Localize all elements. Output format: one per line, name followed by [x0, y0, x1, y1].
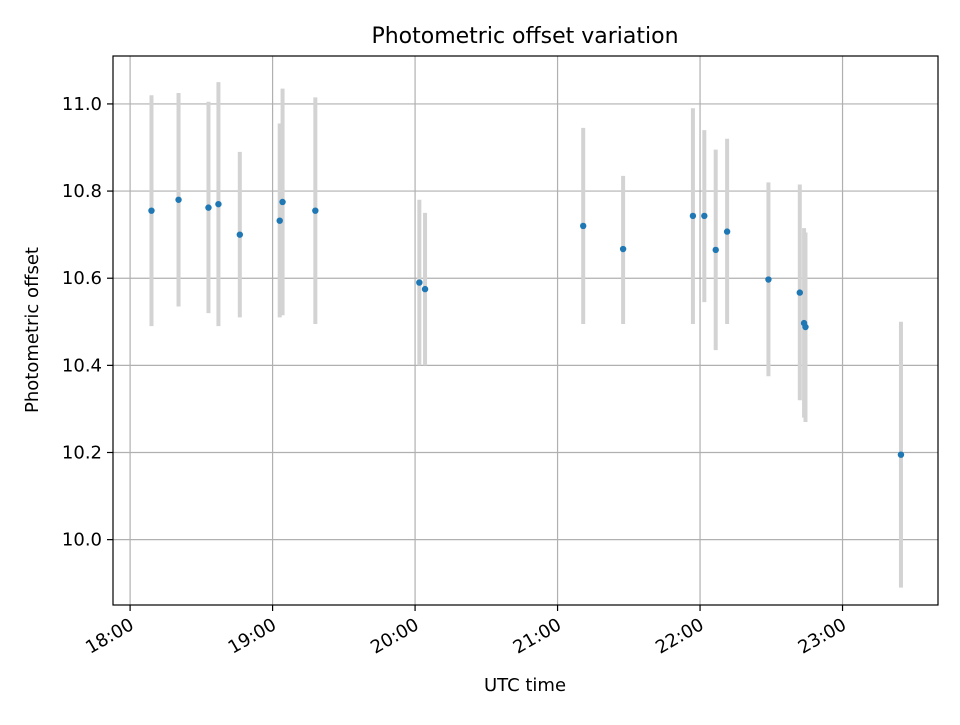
y-tick-label: 10.6 — [62, 268, 102, 289]
data-point — [689, 212, 697, 220]
data-point — [897, 451, 905, 458]
data-point — [175, 196, 182, 203]
y-axis: 10.0 10.2 10.4 10.6 10.8 11.0 — [62, 94, 113, 551]
x-axis-label: UTC time — [484, 675, 566, 696]
data-point — [421, 285, 429, 293]
data-point — [148, 207, 155, 214]
data-point — [215, 200, 222, 208]
data-point — [312, 207, 319, 214]
data-point — [276, 217, 283, 224]
data-point — [279, 198, 286, 206]
data-points — [148, 196, 905, 458]
data-point — [796, 289, 803, 296]
data-point — [619, 245, 627, 253]
data-point — [701, 212, 708, 220]
chart-title: Photometric offset variation — [371, 24, 678, 49]
y-tick-label: 10.2 — [62, 443, 102, 464]
data-point — [580, 222, 587, 230]
data-point — [802, 323, 809, 331]
y-tick-label: 11.0 — [62, 94, 102, 115]
y-tick-label: 10.0 — [62, 530, 102, 551]
y-tick-label: 10.4 — [62, 355, 102, 376]
plot-frame — [112, 55, 939, 606]
data-point — [765, 276, 772, 283]
y-axis-label: Photometric offset — [22, 247, 43, 413]
data-point — [236, 231, 244, 238]
plot-area-background — [113, 56, 938, 605]
data-point — [416, 279, 423, 286]
data-point — [723, 228, 731, 235]
data-point — [205, 204, 212, 211]
y-tick-label: 10.8 — [62, 181, 102, 202]
data-point — [712, 246, 719, 254]
